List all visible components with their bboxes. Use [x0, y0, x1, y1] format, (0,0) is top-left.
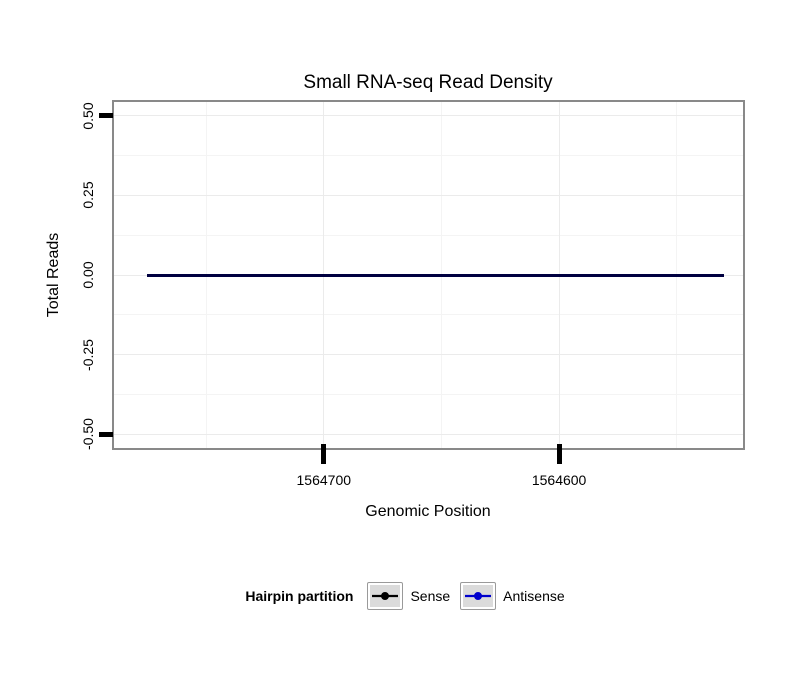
legend: Hairpin partition Sense [0, 582, 810, 610]
y-major-gridline [112, 354, 745, 356]
plot-panel-border [112, 100, 745, 450]
x-axis-tick [321, 444, 327, 464]
x-tick-label: 1564700 [296, 472, 352, 488]
y-major-gridline [112, 433, 745, 435]
y-minor-gridline [112, 155, 745, 157]
y-axis-tick [99, 113, 113, 119]
y-tick-label: 0.00 [80, 261, 96, 289]
y-minor-gridline [112, 314, 745, 316]
data-line [147, 273, 724, 277]
legend-key-glyph-sense [370, 585, 401, 607]
y-tick-label: 0.25 [80, 181, 96, 210]
x-axis-tick [556, 444, 562, 464]
y-axis-label: Total Reads [45, 232, 62, 318]
x-tick-label: 1564600 [531, 472, 587, 488]
legend-key-sense [367, 582, 404, 610]
x-axis-label: Genomic Position [365, 503, 491, 520]
legend-title: Hairpin partition [245, 588, 354, 604]
y-tick-label: -0.50 [80, 418, 96, 451]
legend-item-antisense: Antisense [460, 582, 565, 610]
y-tick-label: 0.50 [80, 102, 96, 130]
legend-key-antisense [460, 582, 497, 610]
legend-label-sense: Sense [410, 588, 451, 604]
chart-title: Small RNA-seq Read Density [303, 72, 553, 93]
y-minor-gridline [112, 393, 745, 395]
y-minor-gridline [112, 234, 745, 236]
y-tick-label: -0.25 [80, 338, 96, 371]
y-major-gridline [112, 115, 745, 117]
legend-item-sense: Sense [367, 582, 450, 610]
legend-label-antisense: Antisense [503, 588, 565, 604]
y-axis-tick [99, 431, 113, 437]
legend-key-glyph-antisense [463, 585, 494, 607]
y-major-gridline [112, 194, 745, 196]
